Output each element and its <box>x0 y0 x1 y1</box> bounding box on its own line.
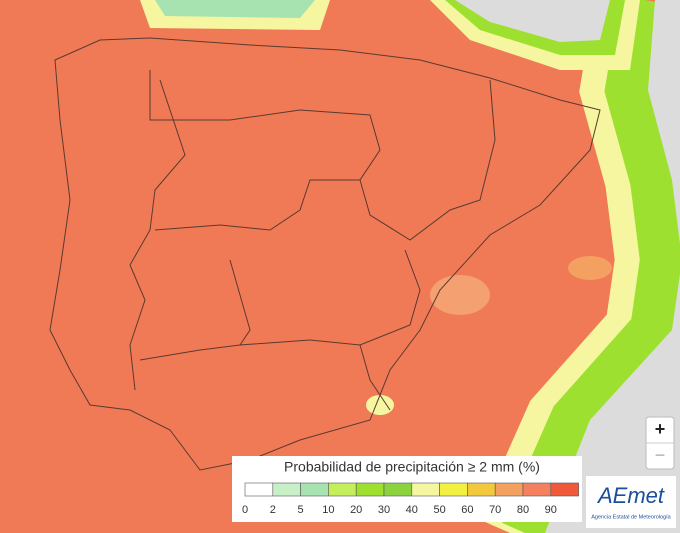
legend-swatch <box>383 482 413 497</box>
land-france <box>455 0 610 42</box>
legend-label: 70 <box>489 504 501 516</box>
spot <box>430 275 490 315</box>
legend-label: 60 <box>461 504 473 516</box>
legend-label: 80 <box>517 504 529 516</box>
legend-swatch <box>522 482 552 497</box>
zoom-control: + − <box>645 416 675 470</box>
legend: Probabilidad de precipitación ≥ 2 mm (%)… <box>232 456 582 522</box>
legend-swatch <box>439 482 468 497</box>
logo-box <box>586 476 676 528</box>
region-border <box>154 179 360 231</box>
land-grey <box>545 0 680 533</box>
legend-label: 30 <box>378 504 390 516</box>
legend-swatch <box>328 482 357 497</box>
logo-name: AEmet <box>596 483 665 508</box>
portugal-border <box>129 79 186 391</box>
legend-label: 40 <box>406 504 418 516</box>
legend-swatch <box>550 482 579 497</box>
legend-label: 20 <box>350 504 362 516</box>
legend-title: Probabilidad de precipitación ≥ 2 mm (%) <box>284 459 540 475</box>
legend-label: 5 <box>298 504 304 516</box>
region-border <box>139 344 391 411</box>
balearic <box>568 256 612 280</box>
precipitation-bands <box>140 0 680 533</box>
band-green <box>502 0 680 533</box>
band-north-2 <box>155 0 315 18</box>
logo-subtitle: Agencia Estatal de Meteorología <box>591 514 671 520</box>
legend-swatch <box>494 482 524 497</box>
zoom-out[interactable]: − <box>655 445 666 465</box>
spot <box>366 395 394 415</box>
legend-label: 0 <box>242 504 248 516</box>
coastline <box>49 37 601 471</box>
legend-label: 10 <box>322 504 334 516</box>
borders <box>49 37 601 471</box>
legend-label: 50 <box>433 504 445 516</box>
legend-swatch <box>244 482 274 497</box>
legend-swatch <box>355 482 385 497</box>
region-border <box>229 249 421 346</box>
logo: AEmet Agencia Estatal de Meteorología <box>586 476 676 528</box>
legend-swatch <box>272 482 301 497</box>
legend-swatch <box>411 482 440 497</box>
legend-swatch <box>467 482 496 497</box>
zoom-in[interactable]: + <box>655 419 666 439</box>
legend-label: 2 <box>270 504 276 516</box>
legend-swatch <box>300 482 329 497</box>
legend-label: 90 <box>545 504 557 516</box>
